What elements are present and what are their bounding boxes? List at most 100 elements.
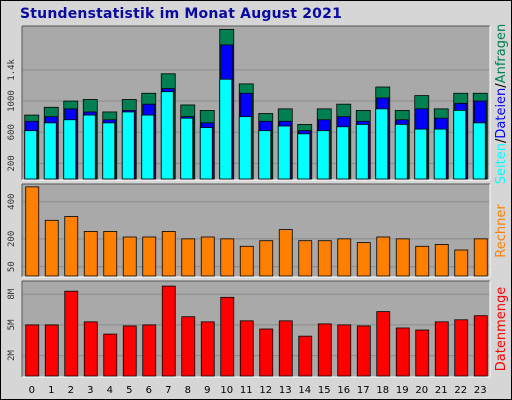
x-tick-label-21: 21 — [435, 385, 448, 396]
y-tick-label-0-0: 200 — [7, 155, 17, 171]
bar-seiten-13 — [277, 125, 291, 180]
bar-datenmenge-7 — [161, 285, 176, 377]
bar-datenmenge-14 — [298, 335, 313, 377]
bar-rechner-12 — [259, 240, 274, 277]
bar-rechner-4 — [103, 231, 118, 277]
x-tick-label-13: 13 — [279, 385, 292, 396]
bar-seiten-22 — [453, 110, 467, 180]
bar-rechner-18 — [376, 236, 391, 277]
x-tick-label-8: 8 — [185, 385, 191, 396]
x-tick-label-14: 14 — [298, 385, 311, 396]
x-tick-label-18: 18 — [376, 385, 389, 396]
bar-datenmenge-0 — [25, 324, 40, 377]
x-tick-label-15: 15 — [318, 385, 331, 396]
bar-seiten-11 — [238, 116, 252, 180]
bar-rechner-9 — [200, 236, 215, 277]
bar-datenmenge-11 — [239, 320, 254, 377]
bar-datenmenge-4 — [103, 333, 118, 377]
chart-title: Stundenstatistik im Monat August 2021 — [20, 6, 343, 22]
legend-rechner: Rechner — [494, 204, 509, 258]
bar-rechner-1 — [44, 219, 59, 277]
legend-sep-2: / — [494, 83, 509, 88]
y-tick-label-1-1: 200 — [7, 231, 17, 247]
bar-datenmenge-5 — [122, 325, 137, 377]
y-tick-label-1-0: 50 — [7, 261, 17, 272]
bar-seiten-19 — [394, 124, 408, 180]
bar-rechner-11 — [239, 245, 254, 277]
y-tick-label-0-3: 1.4k — [7, 58, 17, 80]
bar-datenmenge-23 — [473, 315, 488, 377]
plot-panel-0 — [22, 26, 490, 180]
y-tick-label-0-1: 600 — [7, 124, 17, 140]
y-tick-label-2-2: 8M — [7, 288, 17, 299]
bar-seiten-10 — [219, 78, 233, 180]
bar-rechner-14 — [298, 240, 313, 277]
x-tick-label-11: 11 — [240, 385, 253, 396]
bar-rechner-13 — [278, 229, 293, 277]
bar-rechner-6 — [142, 236, 157, 277]
bar-rechner-10 — [220, 238, 235, 277]
y-tick-label-2-0: 2M — [7, 350, 17, 361]
bar-rechner-16 — [337, 238, 352, 277]
bar-seiten-6 — [141, 114, 155, 180]
bar-datenmenge-3 — [83, 321, 98, 377]
bar-rechner-22 — [454, 249, 469, 277]
x-tick-label-19: 19 — [396, 385, 409, 396]
bar-datenmenge-18 — [376, 311, 391, 377]
bar-datenmenge-16 — [337, 324, 352, 377]
bar-seiten-15 — [316, 130, 330, 180]
bar-seiten-4 — [102, 122, 116, 180]
y-tick-label-0-2: 1000 — [7, 90, 17, 112]
x-tick-label-10: 10 — [220, 385, 233, 396]
bar-seiten-3 — [82, 114, 96, 180]
bar-rechner-3 — [83, 231, 98, 277]
bar-seiten-0 — [24, 130, 38, 180]
bar-seiten-5 — [121, 111, 135, 180]
x-tick-label-22: 22 — [454, 385, 467, 396]
legend-2: Datenmenge — [494, 287, 509, 371]
x-tick-label-1: 1 — [48, 385, 54, 396]
plot-panel-1 — [22, 184, 490, 277]
bar-datenmenge-9 — [200, 321, 215, 377]
x-tick-label-23: 23 — [474, 385, 487, 396]
bar-rechner-5 — [122, 236, 137, 277]
legend-datenmenge: Datenmenge — [494, 287, 509, 371]
x-tick-label-2: 2 — [68, 385, 74, 396]
bar-seiten-14 — [297, 133, 311, 180]
x-tick-label-20: 20 — [415, 385, 428, 396]
y-tick-label-2-1: 5M — [7, 319, 17, 330]
bar-seiten-12 — [258, 130, 272, 180]
x-tick-label-9: 9 — [204, 385, 210, 396]
legend-sep-1: / — [494, 138, 509, 143]
bar-rechner-0 — [25, 186, 40, 277]
bar-rechner-8 — [181, 238, 196, 277]
bar-seiten-1 — [43, 122, 57, 180]
bar-seiten-9 — [199, 127, 213, 180]
bar-rechner-15 — [317, 240, 332, 277]
bar-seiten-2 — [63, 119, 77, 180]
bar-rechner-19 — [395, 238, 410, 277]
bar-rechner-20 — [415, 245, 430, 277]
bar-seiten-23 — [472, 122, 486, 180]
x-tick-label-16: 16 — [337, 385, 350, 396]
bar-datenmenge-21 — [434, 321, 449, 377]
bar-rechner-2 — [64, 216, 79, 277]
bar-rechner-23 — [473, 238, 488, 277]
x-tick-label-3: 3 — [87, 385, 93, 396]
x-tick-label-5: 5 — [126, 385, 132, 396]
x-tick-label-17: 17 — [357, 385, 370, 396]
bar-seiten-8 — [180, 117, 194, 180]
x-tick-label-4: 4 — [107, 385, 113, 396]
x-tick-label-6: 6 — [146, 385, 152, 396]
bar-datenmenge-15 — [317, 323, 332, 377]
bar-seiten-20 — [414, 128, 428, 180]
x-tick-label-12: 12 — [259, 385, 272, 396]
x-tick-label-7: 7 — [165, 385, 171, 396]
legend-0: Seiten/Dateien/Anfragen — [494, 24, 509, 184]
bar-datenmenge-10 — [220, 296, 235, 377]
bar-seiten-18 — [375, 108, 389, 180]
bar-datenmenge-8 — [181, 316, 196, 377]
bar-rechner-17 — [356, 242, 371, 277]
legend-anfragen: Anfragen — [494, 24, 509, 84]
